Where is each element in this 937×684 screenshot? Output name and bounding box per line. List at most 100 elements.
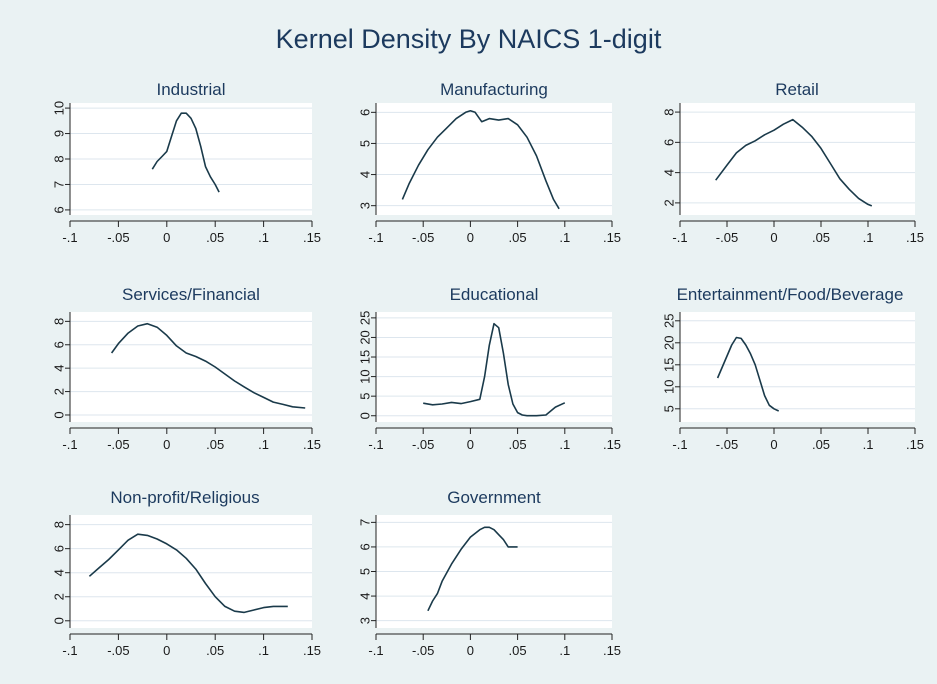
panel-2-x-tick-label: .1 xyxy=(559,230,570,245)
panel-4-y-tick-label: 6 xyxy=(52,341,67,348)
panel-6-y-tick-label: 15 xyxy=(662,358,677,372)
panel-4-y-tick-label: 8 xyxy=(52,318,67,325)
panel-4-y-tick-label: 4 xyxy=(52,365,67,372)
panel-6-y-tick-label: 10 xyxy=(662,380,677,394)
panel-5-y-tick-label: 25 xyxy=(358,311,373,325)
panel-7-title: Non-profit/Religious xyxy=(110,488,259,507)
panel-7-y-tick-label: 6 xyxy=(52,545,67,552)
panel-4-x-tick-label: .05 xyxy=(206,437,224,452)
panel-5-y-tick-label: 15 xyxy=(358,350,373,364)
panel-7-x-tick-label: -.05 xyxy=(107,643,129,658)
panel-7-density-line xyxy=(88,533,288,614)
panel-5-x-tick-label: -.05 xyxy=(412,437,434,452)
panel-3-x-tick-label: .15 xyxy=(906,230,924,245)
panel-7-x-tick-label: .15 xyxy=(303,643,321,658)
panel-5-y-tick-label: 20 xyxy=(358,330,373,344)
panel-7-x-tick-label: .1 xyxy=(258,643,269,658)
panel-6-x-tick-label: 0 xyxy=(770,437,777,452)
panel-3-y-tick-label: 6 xyxy=(662,139,677,146)
panel-4-y-tick-label: 2 xyxy=(52,388,67,395)
panel-3-y-tick-label: 2 xyxy=(662,199,677,206)
panel-7-x-tick-label: 0 xyxy=(163,643,170,658)
panel-2-y-tick-label: 3 xyxy=(358,202,373,209)
panel-6-x-tick-label: .15 xyxy=(906,437,924,452)
panel-6-title: Entertainment/Food/Beverage xyxy=(677,285,904,304)
panel-2-y-tick-label: 6 xyxy=(358,109,373,116)
panel-1-x-tick-label: -.05 xyxy=(107,230,129,245)
panel-7-x-tick-label: -.1 xyxy=(62,643,77,658)
panel-8-y-tick-label: 3 xyxy=(358,617,373,624)
figure-title: Kernel Density By NAICS 1-digit xyxy=(275,24,662,54)
panel-1-title: Industrial xyxy=(157,80,226,99)
panel-5-y-tick-label: 0 xyxy=(358,412,373,419)
panel-2-x-tick-label: .15 xyxy=(603,230,621,245)
panel-8-x-tick-label: .15 xyxy=(603,643,621,658)
panel-1-x-tick-label: -.1 xyxy=(62,230,77,245)
panel-4-y-tick-label: 0 xyxy=(52,411,67,418)
panel-5-x-tick-label: .15 xyxy=(603,437,621,452)
panel-3-x-tick-label: .1 xyxy=(863,230,874,245)
panel-8-title: Government xyxy=(447,488,541,507)
panel-4-title: Services/Financial xyxy=(122,285,260,304)
panel-8-x-tick-label: .05 xyxy=(509,643,527,658)
panel-1-density-line xyxy=(151,112,220,193)
panel-3-plot-area xyxy=(680,103,915,215)
panel-8-density-line xyxy=(427,526,518,612)
panel-2-y-tick-label: 5 xyxy=(358,140,373,147)
panel-5-x-tick-label: 0 xyxy=(467,437,474,452)
panel-8-y-tick-label: 4 xyxy=(358,592,373,599)
panel-5-x-tick-label: .1 xyxy=(559,437,570,452)
panel-3-title: Retail xyxy=(775,80,818,99)
panel-8-y-tick-label: 6 xyxy=(358,543,373,550)
panel-8-x-tick-label: -.05 xyxy=(412,643,434,658)
panel-6-x-tick-label: .1 xyxy=(863,437,874,452)
panel-1-y-tick-label: 10 xyxy=(52,101,67,115)
panel-4-x-tick-label: .1 xyxy=(258,437,269,452)
panel-5-y-tick-label: 10 xyxy=(358,369,373,383)
panel-6-x-tick-label: -.1 xyxy=(672,437,687,452)
panel-4-x-tick-label: 0 xyxy=(163,437,170,452)
panel-6-x-tick-label: .05 xyxy=(812,437,830,452)
panel-3-density-line xyxy=(715,118,873,207)
panel-5-density-line xyxy=(423,322,566,417)
panel-6-y-tick-label: 20 xyxy=(662,336,677,350)
panel-6-y-tick-label: 25 xyxy=(662,314,677,328)
panel-8-y-tick-label: 5 xyxy=(358,568,373,575)
panel-2-x-tick-label: 0 xyxy=(467,230,474,245)
panel-3-y-tick-label: 8 xyxy=(662,108,677,115)
panel-7-y-tick-label: 0 xyxy=(52,617,67,624)
panel-3-x-tick-label: 0 xyxy=(770,230,777,245)
panel-1-y-tick-label: 6 xyxy=(52,206,67,213)
panel-4-x-tick-label: .15 xyxy=(303,437,321,452)
panel-2-plot-area xyxy=(376,103,612,215)
panel-8-x-tick-label: .1 xyxy=(559,643,570,658)
panel-6-x-tick-label: -.05 xyxy=(716,437,738,452)
panel-5-title: Educational xyxy=(450,285,539,304)
panel-2-x-tick-label: -.1 xyxy=(368,230,383,245)
panel-8-y-tick-label: 7 xyxy=(358,519,373,526)
panel-4-plot-area xyxy=(70,312,312,422)
panel-5-y-tick-label: 5 xyxy=(358,393,373,400)
panel-1-y-tick-label: 8 xyxy=(52,155,67,162)
panel-1-x-tick-label: .1 xyxy=(258,230,269,245)
panel-3-x-tick-label: -.1 xyxy=(672,230,687,245)
panel-1-x-tick-label: .05 xyxy=(206,230,224,245)
panel-1-x-tick-label: .15 xyxy=(303,230,321,245)
panel-8-x-tick-label: 0 xyxy=(467,643,474,658)
panel-4-density-line xyxy=(110,322,306,409)
panel-7-y-tick-label: 2 xyxy=(52,593,67,600)
panel-7-x-tick-label: .05 xyxy=(206,643,224,658)
panel-6-density-line xyxy=(716,336,780,412)
panel-2-density-line xyxy=(401,110,560,210)
panel-2-y-tick-label: 4 xyxy=(358,171,373,178)
panel-3-x-tick-label: .05 xyxy=(812,230,830,245)
panel-7-plot-area xyxy=(70,515,312,628)
panel-5-plot-area xyxy=(376,312,612,422)
panel-2-title: Manufacturing xyxy=(440,80,548,99)
panel-1-y-tick-label: 9 xyxy=(52,130,67,137)
panel-4-x-tick-label: -.1 xyxy=(62,437,77,452)
panel-3-x-tick-label: -.05 xyxy=(716,230,738,245)
panel-5-x-tick-label: .05 xyxy=(509,437,527,452)
